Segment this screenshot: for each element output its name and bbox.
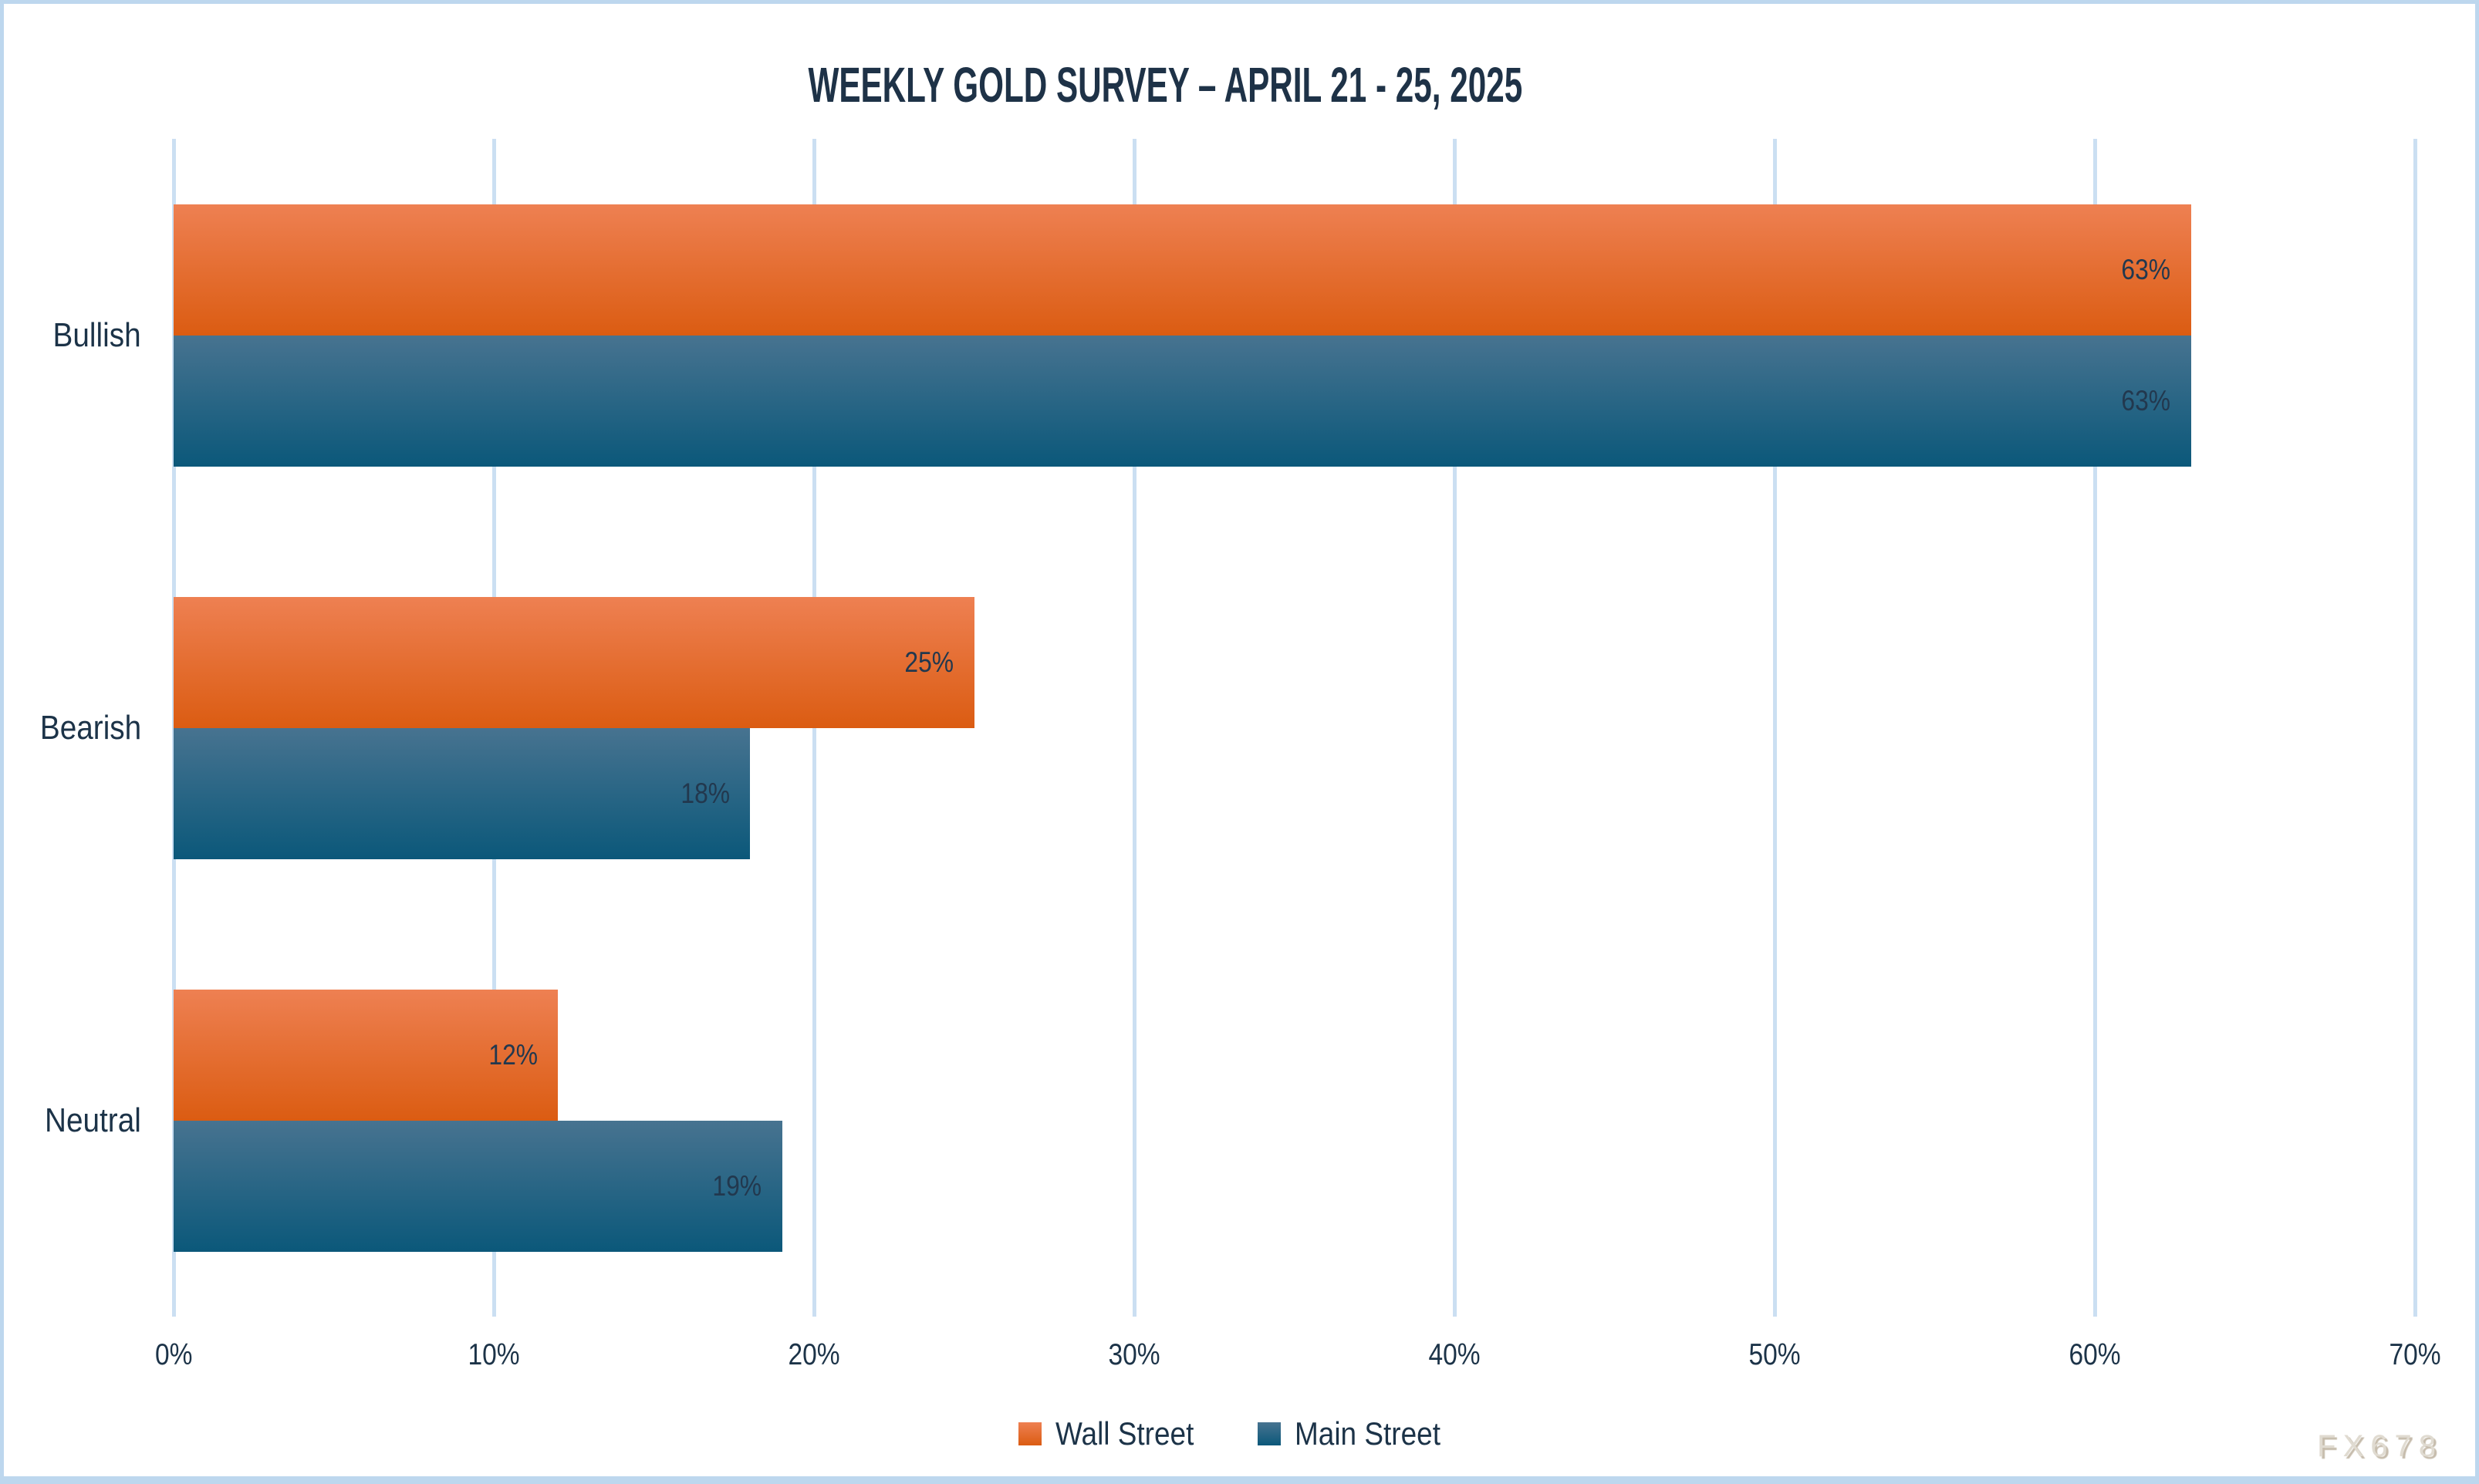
- category-label-text: Bearish: [39, 708, 141, 747]
- legend: Wall Street Main Street: [4, 1409, 2475, 1459]
- x-tick-label: 20%: [752, 1332, 876, 1378]
- x-tick-label-text: 70%: [2389, 1338, 2441, 1371]
- chart-title: WEEKLY GOLD SURVEY – APRIL 21 - 25, 2025: [4, 52, 2326, 118]
- x-tick-label: 30%: [1072, 1332, 1196, 1378]
- bar-main_street-neutral: 19%: [174, 1120, 782, 1252]
- x-tick-label: 10%: [432, 1332, 556, 1378]
- x-tick-label: 60%: [2033, 1332, 2156, 1378]
- category-label-bearish: Bearish: [4, 705, 141, 751]
- legend-swatch-wall-street: [1018, 1422, 1042, 1445]
- bar-wall_street-neutral: 12%: [174, 989, 558, 1121]
- bar-value-label: 12%: [488, 1038, 538, 1071]
- x-tick-label: 0%: [112, 1332, 235, 1378]
- x-tick-label-text: 0%: [154, 1338, 193, 1371]
- x-tick-label: 40%: [1393, 1332, 1516, 1378]
- x-tick-label: 50%: [1713, 1332, 1836, 1378]
- bar-value-label: 63%: [2121, 253, 2171, 285]
- gridline: [1772, 139, 1777, 1317]
- bar-value-label: 25%: [904, 646, 954, 678]
- gridline: [1452, 139, 1457, 1317]
- bar-wall_street-bearish: 25%: [174, 596, 974, 728]
- chart-title-text: WEEKLY GOLD SURVEY – APRIL 21 - 25, 2025: [808, 57, 1522, 113]
- x-tick-label-text: 40%: [1428, 1338, 1481, 1371]
- gridline: [2092, 139, 2097, 1317]
- category-label-text: Neutral: [45, 1101, 141, 1139]
- legend-label-main-street: Main Street: [1295, 1415, 1441, 1452]
- x-tick-label-text: 50%: [1748, 1338, 1801, 1371]
- bar-value-label: 63%: [2121, 384, 2171, 417]
- category-label-text: Bullish: [52, 315, 141, 354]
- legend-item-wall-street: Wall Street: [1018, 1415, 1213, 1452]
- bar-wall_street-bullish: 63%: [174, 204, 2191, 336]
- category-label-bullish: Bullish: [4, 312, 141, 359]
- gridline: [812, 139, 816, 1317]
- x-tick-label-text: 60%: [2069, 1338, 2121, 1371]
- bar-value-label: 18%: [681, 777, 730, 809]
- x-tick-label-text: 30%: [1108, 1338, 1160, 1371]
- bar-value-label: 19%: [712, 1169, 762, 1202]
- gridline: [2413, 139, 2417, 1317]
- category-label-neutral: Neutral: [4, 1098, 141, 1144]
- legend-item-main-street: Main Street: [1258, 1415, 1461, 1452]
- gridline: [1132, 139, 1136, 1317]
- bar-main_street-bullish: 63%: [174, 335, 2191, 467]
- x-tick-label-text: 20%: [788, 1338, 840, 1371]
- x-tick-label: 70%: [2353, 1332, 2475, 1378]
- legend-label-wall-street: Wall Street: [1055, 1415, 1194, 1452]
- x-tick-label-text: 10%: [468, 1338, 520, 1371]
- legend-swatch-main-street: [1258, 1422, 1282, 1445]
- watermark: FX678: [2317, 1429, 2443, 1463]
- bar-main_street-bearish: 18%: [174, 727, 750, 859]
